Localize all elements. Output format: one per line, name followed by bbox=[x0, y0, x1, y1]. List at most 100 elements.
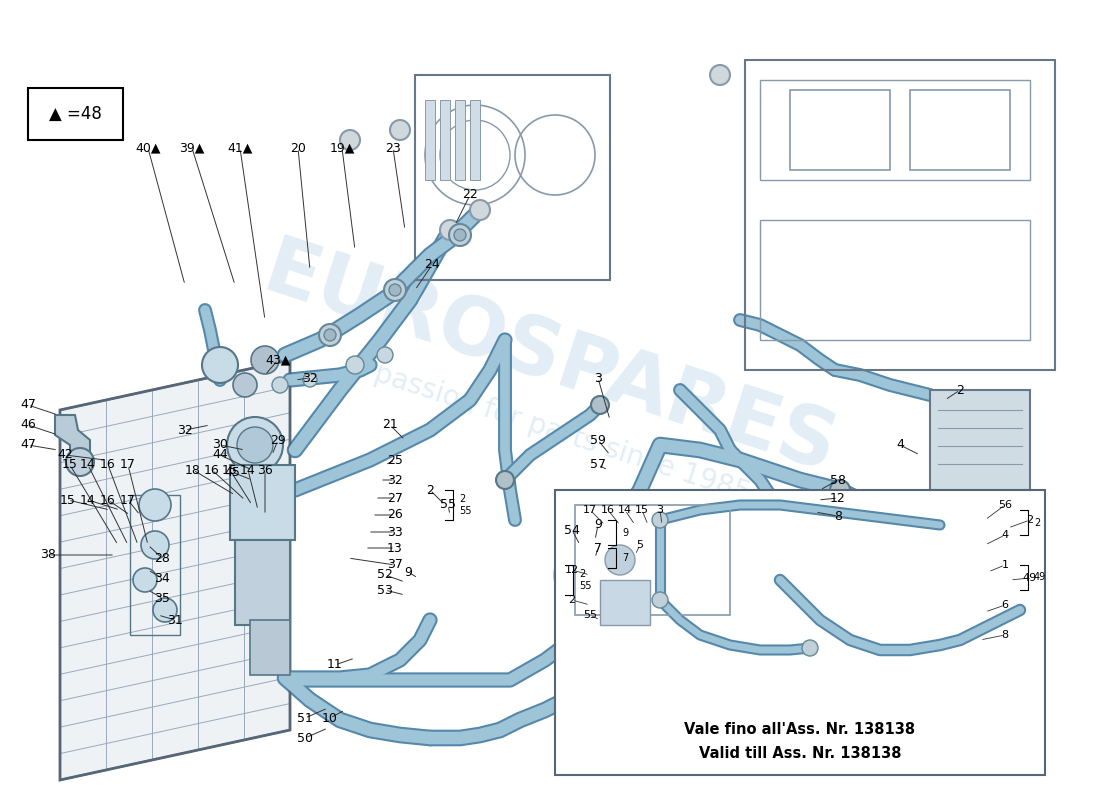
Bar bbox=[425, 100, 435, 180]
Text: ▲ =48: ▲ =48 bbox=[50, 105, 102, 123]
Bar bbox=[790, 90, 890, 170]
Bar bbox=[130, 495, 180, 635]
Circle shape bbox=[802, 640, 818, 656]
Text: 16: 16 bbox=[100, 458, 116, 471]
Bar bbox=[235, 540, 290, 625]
Text: 19▲: 19▲ bbox=[329, 142, 354, 154]
Text: 14: 14 bbox=[80, 494, 96, 506]
Circle shape bbox=[496, 471, 514, 489]
Text: 49: 49 bbox=[1023, 573, 1037, 583]
Text: 15: 15 bbox=[60, 494, 76, 506]
Bar bbox=[230, 465, 295, 540]
Text: 37: 37 bbox=[387, 558, 403, 571]
Text: 5: 5 bbox=[637, 540, 644, 550]
Text: 44: 44 bbox=[212, 449, 228, 462]
Circle shape bbox=[454, 229, 466, 241]
Circle shape bbox=[556, 510, 685, 640]
Text: 29: 29 bbox=[271, 434, 286, 446]
Text: 2: 2 bbox=[956, 383, 964, 397]
Text: 10: 10 bbox=[322, 711, 338, 725]
Text: 15: 15 bbox=[635, 505, 649, 515]
Text: 30: 30 bbox=[212, 438, 228, 451]
Circle shape bbox=[470, 200, 490, 220]
Text: 32: 32 bbox=[387, 474, 403, 486]
Circle shape bbox=[377, 347, 393, 363]
Bar bbox=[930, 390, 1030, 500]
Text: 7: 7 bbox=[621, 553, 628, 563]
Text: 17: 17 bbox=[583, 505, 597, 515]
Bar bbox=[760, 220, 1030, 340]
Text: 27: 27 bbox=[387, 491, 403, 505]
Text: 2: 2 bbox=[569, 595, 575, 605]
Text: 4: 4 bbox=[1001, 530, 1009, 540]
Circle shape bbox=[251, 346, 279, 374]
Text: 35: 35 bbox=[154, 591, 169, 605]
Text: 43▲: 43▲ bbox=[265, 354, 290, 366]
Text: 34: 34 bbox=[154, 571, 169, 585]
Polygon shape bbox=[55, 415, 90, 460]
Circle shape bbox=[390, 120, 410, 140]
Circle shape bbox=[449, 224, 471, 246]
Text: 15: 15 bbox=[222, 463, 238, 477]
Text: 39▲: 39▲ bbox=[179, 142, 205, 154]
Circle shape bbox=[233, 373, 257, 397]
Text: 14: 14 bbox=[240, 463, 256, 477]
Text: 21: 21 bbox=[382, 418, 398, 431]
Text: 16: 16 bbox=[601, 505, 615, 515]
Circle shape bbox=[830, 480, 850, 500]
Text: Vale fino all'Ass. Nr. 138138: Vale fino all'Ass. Nr. 138138 bbox=[684, 722, 915, 738]
Text: 47: 47 bbox=[20, 438, 36, 451]
Text: 57: 57 bbox=[590, 458, 606, 471]
Bar bbox=[575, 505, 730, 615]
Text: 40▲: 40▲ bbox=[135, 142, 161, 154]
Text: 36: 36 bbox=[257, 463, 273, 477]
Text: 15: 15 bbox=[62, 458, 78, 471]
Circle shape bbox=[591, 396, 609, 414]
Text: 9: 9 bbox=[404, 566, 411, 578]
Text: 7: 7 bbox=[594, 542, 602, 554]
Text: 26: 26 bbox=[387, 509, 403, 522]
Text: 49: 49 bbox=[1034, 573, 1046, 582]
Text: 18: 18 bbox=[185, 463, 201, 477]
Text: 11: 11 bbox=[327, 658, 343, 671]
Circle shape bbox=[652, 592, 668, 608]
Text: 51: 51 bbox=[297, 711, 312, 725]
Text: 20: 20 bbox=[290, 142, 306, 154]
Circle shape bbox=[139, 489, 170, 521]
Text: 16: 16 bbox=[100, 494, 116, 506]
Text: 33: 33 bbox=[387, 526, 403, 538]
Text: 24: 24 bbox=[425, 258, 440, 271]
Text: 3: 3 bbox=[594, 371, 602, 385]
Bar bbox=[470, 100, 480, 180]
Text: 17: 17 bbox=[120, 494, 136, 506]
Text: 6: 6 bbox=[1001, 600, 1009, 610]
Text: 13: 13 bbox=[387, 542, 403, 554]
Circle shape bbox=[652, 512, 668, 528]
Text: 53: 53 bbox=[377, 583, 393, 597]
Circle shape bbox=[440, 220, 460, 240]
Circle shape bbox=[605, 545, 635, 575]
Text: 2: 2 bbox=[426, 483, 433, 497]
Text: 32: 32 bbox=[302, 371, 318, 385]
Circle shape bbox=[346, 356, 364, 374]
Text: 28: 28 bbox=[154, 551, 169, 565]
Text: 12: 12 bbox=[830, 491, 846, 505]
Text: 32: 32 bbox=[177, 423, 192, 437]
Text: 45: 45 bbox=[224, 466, 240, 478]
Circle shape bbox=[302, 373, 317, 387]
Bar bbox=[455, 100, 465, 180]
Circle shape bbox=[931, 491, 949, 509]
Circle shape bbox=[272, 377, 288, 393]
Circle shape bbox=[133, 568, 157, 592]
Text: 25: 25 bbox=[387, 454, 403, 466]
Text: 4: 4 bbox=[896, 438, 904, 451]
Bar bbox=[440, 100, 450, 180]
Circle shape bbox=[202, 347, 238, 383]
Bar bbox=[415, 75, 610, 280]
Text: 38: 38 bbox=[40, 549, 56, 562]
Text: 2
55: 2 55 bbox=[459, 494, 472, 516]
Circle shape bbox=[340, 130, 360, 150]
Circle shape bbox=[319, 324, 341, 346]
Text: 9: 9 bbox=[621, 527, 628, 538]
Circle shape bbox=[66, 448, 94, 476]
